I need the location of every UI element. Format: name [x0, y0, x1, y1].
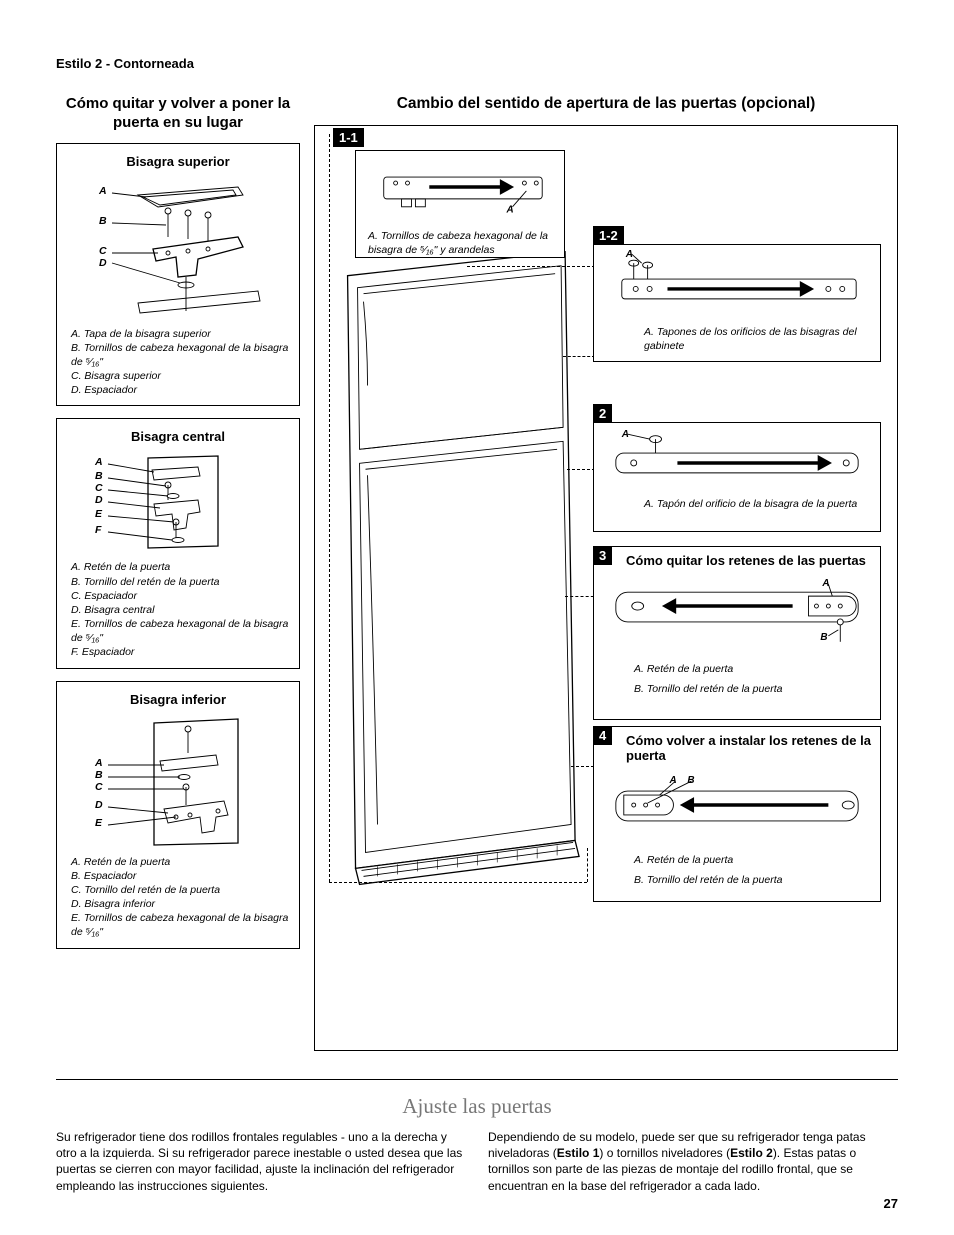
caption-4a: A. Retén de la puerta [594, 850, 880, 874]
svg-text:A: A [821, 578, 829, 589]
callout-1-2: A A. Tapones de los orificios de las bis… [593, 244, 881, 362]
footer-rule [56, 1079, 898, 1080]
svg-text:A: A [668, 775, 676, 786]
svg-text:B: B [820, 632, 827, 643]
dash-12 [563, 356, 595, 357]
right-frame: 1-1 A A. Tornillos de cabeza hexagonal d… [314, 125, 898, 1051]
dash-bottom [329, 882, 587, 883]
lbl-B: B [95, 769, 103, 781]
step-1-2-num: 1-2 [593, 226, 624, 245]
left-title: Cómo quitar y volver a poner la puerta e… [56, 95, 300, 133]
svg-4: A B [594, 767, 880, 845]
lbl-E: E [95, 508, 102, 520]
lbl-A: A [95, 757, 103, 769]
ft-estilo2: Estilo 2 [730, 1146, 773, 1160]
caption-1-2: A. Tapones de los orificios de las bisag… [594, 322, 880, 359]
lbl-B: B [99, 215, 107, 227]
legend-top: A. Tapa de la bisagra superior B. Tornil… [65, 327, 291, 398]
main-columns: Cómo quitar y volver a poner la puerta e… [56, 95, 898, 1051]
callout-2: A A. Tapón del orificio de la bisagra de… [593, 422, 881, 532]
svg-text:A: A [621, 429, 629, 440]
lbl-D: D [95, 494, 103, 506]
footer-columns: Su refrigerador tiene dos rodillos front… [56, 1129, 898, 1194]
dash-2 [567, 469, 595, 470]
svg-text:B: B [687, 775, 694, 786]
panel-hinge-center: Bisagra central A [56, 418, 300, 668]
diagram-bottom-hinge: A B C D E [65, 713, 291, 849]
callout-4: Cómo volver a instalar los retenes de la… [593, 726, 881, 902]
legend-item: C. Tornillo del retén de la puerta [71, 883, 291, 897]
callout-1-1: A A. Tornillos de cabeza hexagonal de la… [355, 150, 565, 258]
lbl-C: C [95, 781, 103, 793]
callout-3: Cómo quitar los retenes de las puertas A… [593, 546, 881, 720]
lbl-C: C [99, 245, 107, 257]
ft-estilo1: Estilo 1 [557, 1146, 600, 1160]
step-2-num: 2 [593, 404, 612, 423]
lbl-B: B [95, 470, 103, 482]
svg-3: A B [594, 572, 880, 654]
page-number: 27 [884, 1196, 898, 1211]
lbl-A: A [95, 456, 103, 468]
legend-item: D. Bisagra central [71, 603, 291, 617]
step-4-num: 4 [593, 726, 612, 745]
title-3: Cómo quitar los retenes de las puertas [594, 547, 880, 572]
step-3-num: 3 [593, 546, 612, 565]
legend-item: A. Retén de la puerta [71, 560, 291, 574]
legend-item: A. Tapa de la bisagra superior [71, 327, 291, 341]
lbl-A: A [99, 185, 107, 197]
right-column: Cambio del sentido de apertura de las pu… [314, 95, 898, 1051]
legend-item: D. Bisagra inferior [71, 897, 291, 911]
legend-item: C. Bisagra superior [71, 369, 291, 383]
lbl-D: D [95, 799, 103, 811]
style-header: Estilo 2 - Contorneada [56, 56, 898, 71]
legend-center: A. Retén de la puerta B. Tornillo del re… [65, 560, 291, 659]
dash-11 [467, 266, 595, 267]
legend-item: F. Espaciador [71, 645, 291, 659]
caption-4b: B. Tornillo del retén de la puerta [594, 874, 880, 894]
title-4: Cómo volver a instalar los retenes de la… [594, 727, 880, 767]
legend-item: A. Retén de la puerta [71, 855, 291, 869]
legend-item: E. Tornillos de cabeza hexagonal de la b… [71, 617, 291, 645]
legend-bottom: A. Retén de la puerta B. Espaciador C. T… [65, 855, 291, 940]
lbl-E: E [95, 817, 102, 829]
diagram-top-hinge: A B C D [65, 175, 291, 321]
legend-item: C. Espaciador [71, 589, 291, 603]
legend-item: B. Espaciador [71, 869, 291, 883]
legend-item: B. Tornillo del retén de la puerta [71, 575, 291, 589]
diagram-center-hinge: A B C D E F [65, 450, 291, 554]
dash-vert-r [587, 848, 588, 882]
footer-right-text: Dependiendo de su modelo, puede ser que … [488, 1129, 898, 1194]
subtitle-top: Bisagra superior [65, 154, 291, 169]
legend-item: E. Tornillos de cabeza hexagonal de la b… [71, 911, 291, 939]
lbl-C: C [95, 482, 103, 494]
caption-2: A. Tapón del orificio de la bisagra de l… [594, 494, 880, 518]
subtitle-center: Bisagra central [65, 429, 291, 444]
step-1-1-num: 1-1 [333, 128, 364, 147]
legend-item: D. Espaciador [71, 383, 291, 397]
panel-hinge-top: Bisagra superior [56, 143, 300, 407]
footer-left-text: Su refrigerador tiene dos rodillos front… [56, 1129, 466, 1194]
lbl-D: D [99, 257, 107, 269]
caption-1-1: A. Tornillos de cabeza hexagonal de la b… [356, 226, 564, 263]
subtitle-bottom: Bisagra inferior [65, 692, 291, 707]
legend-item: B. Tornillos de cabeza hexagonal de la b… [71, 341, 291, 369]
ft-r-mid1: ) o tornillos niveladores ( [599, 1146, 730, 1160]
dash-vert-left [329, 134, 330, 882]
right-title: Cambio del sentido de apertura de las pu… [314, 95, 898, 113]
footer-title: Ajuste las puertas [56, 1094, 898, 1119]
panel-hinge-bottom: Bisagra inferior A B [56, 681, 300, 949]
caption-3a: A. Retén de la puerta [594, 659, 880, 683]
lbl-F: F [95, 524, 101, 536]
svg-2: A [594, 423, 880, 489]
left-column: Cómo quitar y volver a poner la puerta e… [56, 95, 300, 961]
caption-3b: B. Tornillo del retén de la puerta [594, 683, 880, 703]
